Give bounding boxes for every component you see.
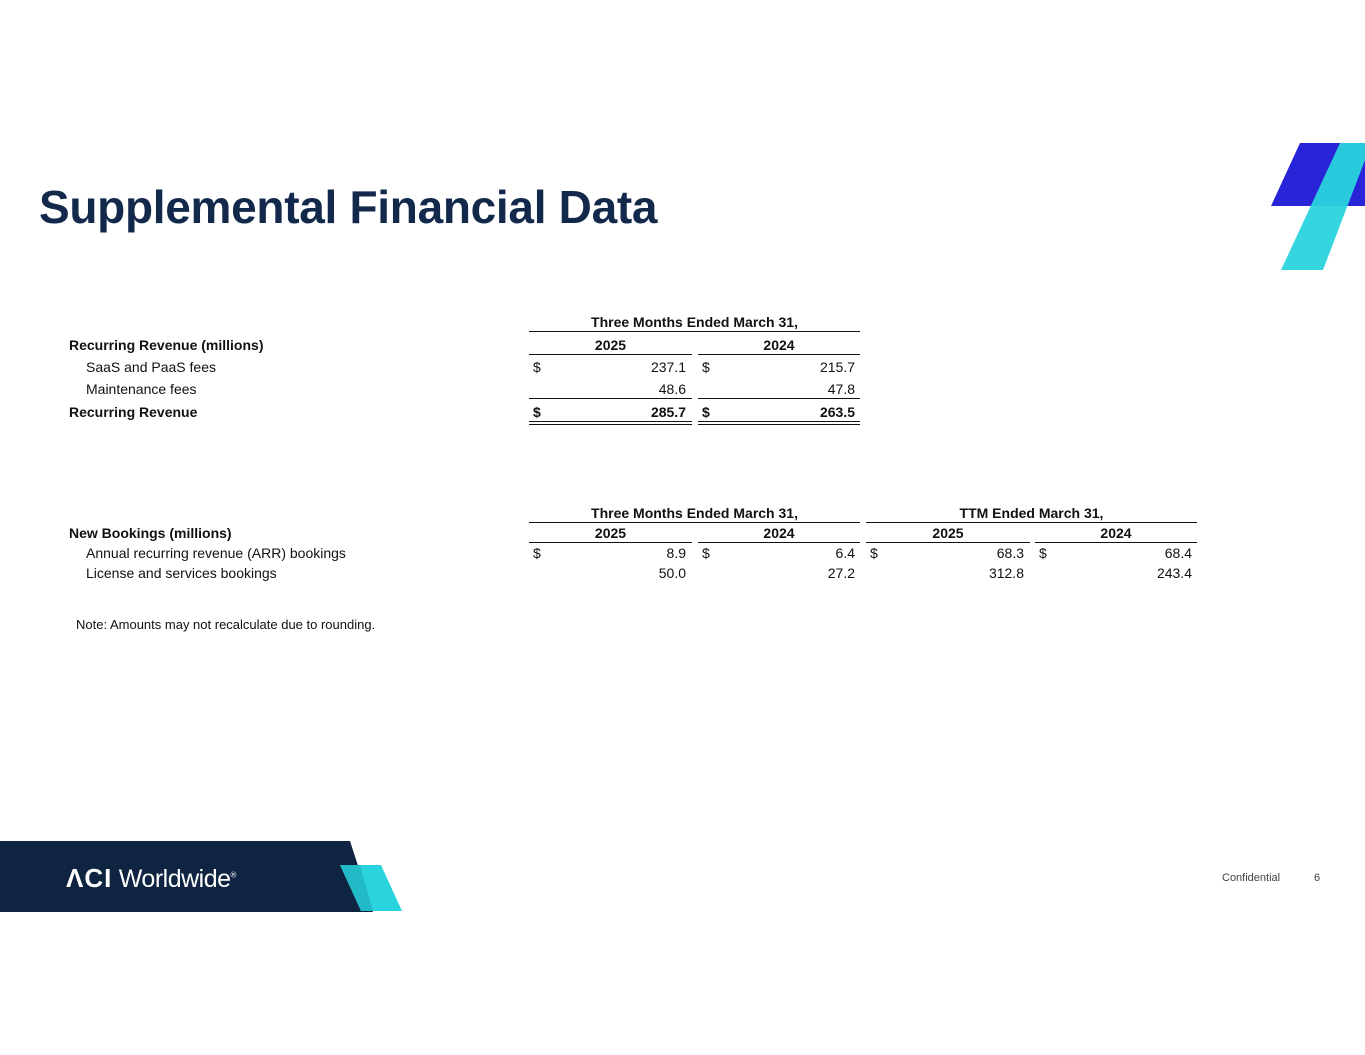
row-label: Maintenance fees (86, 381, 197, 397)
cell-value: 263.5 (819, 404, 855, 420)
year-header: 2025 (594, 525, 627, 541)
period-header: TTM Ended March 31, (959, 505, 1104, 521)
page-number: 6 (1314, 872, 1321, 884)
section-label: Recurring Revenue (millions) (69, 337, 264, 353)
year-header: 2025 (932, 525, 964, 541)
cell-value: 215.7 (819, 359, 855, 375)
cell-value: 68.4 (1164, 545, 1192, 561)
cell-value: 6.4 (835, 545, 855, 561)
currency-symbol: $ (870, 545, 878, 561)
year-header: 2024 (763, 525, 795, 541)
row-label: SaaS and PaaS fees (86, 359, 216, 375)
currency-symbol: $ (533, 359, 541, 375)
year-header: 2025 (594, 337, 627, 353)
cell-value: 312.8 (988, 565, 1024, 581)
cell-value: 48.6 (658, 381, 686, 397)
brand-accent-graphic (1271, 143, 1365, 270)
aci-worldwide-logo: ΛCI Worldwide® (66, 863, 237, 893)
currency-symbol: $ (702, 359, 710, 375)
year-header: 2024 (1100, 525, 1132, 541)
year-header: 2024 (763, 337, 795, 353)
footer-logo-band (0, 841, 402, 912)
cell-value: 243.4 (1156, 565, 1192, 581)
row-label: License and services bookings (86, 565, 277, 581)
cell-value: 8.9 (666, 545, 686, 561)
currency-symbol: $ (533, 404, 541, 420)
currency-symbol: $ (702, 545, 710, 561)
period-header: Three Months Ended March 31, (591, 314, 798, 330)
confidential-label: Confidential (1222, 872, 1281, 884)
cell-value: 47.8 (827, 381, 855, 397)
page-title: Supplemental Financial Data (39, 181, 658, 233)
section-label: New Bookings (millions) (69, 525, 232, 541)
cell-value: 50.0 (658, 565, 686, 581)
currency-symbol: $ (1039, 545, 1047, 561)
row-label: Annual recurring revenue (ARR) bookings (86, 545, 346, 561)
footnote: Note: Amounts may not recalculate due to… (76, 617, 376, 632)
cell-value: 285.7 (650, 404, 686, 420)
cell-value: 27.2 (827, 565, 855, 581)
row-label: Recurring Revenue (69, 404, 198, 420)
currency-symbol: $ (702, 404, 710, 420)
cell-value: 237.1 (650, 359, 686, 375)
cell-value: 68.3 (996, 545, 1024, 561)
currency-symbol: $ (533, 545, 541, 561)
period-header: Three Months Ended March 31, (591, 505, 798, 521)
